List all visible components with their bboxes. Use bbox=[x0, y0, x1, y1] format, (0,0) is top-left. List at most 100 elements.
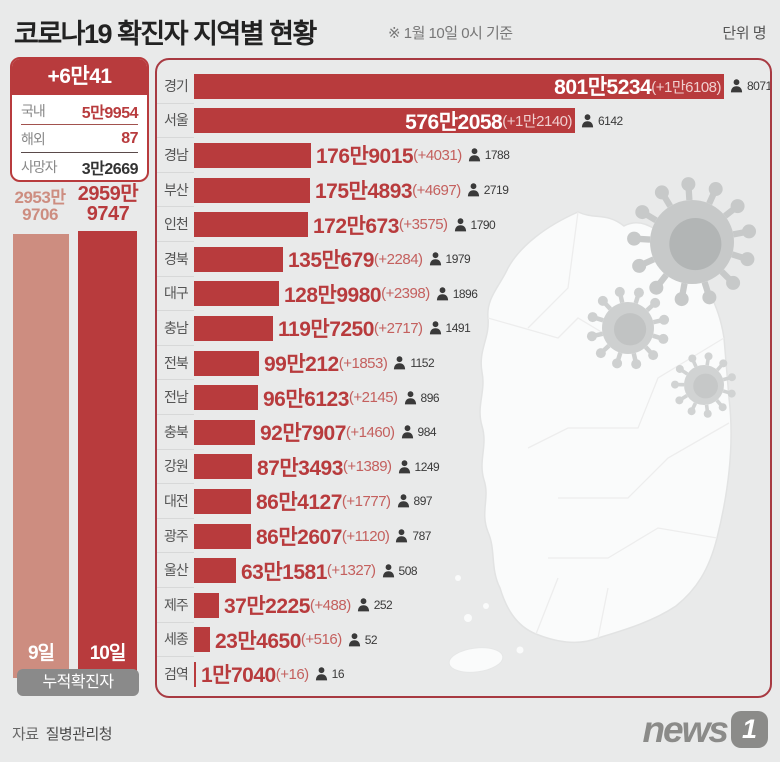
region-total: 86만4127 bbox=[256, 491, 342, 515]
region-label: 전북 bbox=[157, 346, 194, 381]
person-icon bbox=[382, 563, 395, 578]
chart-row: 인천 172만673 (+3575) 1790 bbox=[157, 207, 770, 242]
person-icon bbox=[397, 494, 410, 508]
region-delta: (+488) bbox=[309, 596, 351, 614]
news1-logo-badge: 1 bbox=[731, 711, 768, 748]
region-label: 광주 bbox=[157, 519, 194, 554]
region-total: 175만4893 bbox=[315, 180, 413, 204]
person-icon bbox=[404, 390, 417, 405]
region-label: 서울 bbox=[157, 104, 194, 139]
region-bar bbox=[194, 281, 279, 307]
region-bar bbox=[194, 454, 252, 480]
region-total: 37만2225 bbox=[224, 595, 310, 619]
region-label: 충남 bbox=[157, 311, 194, 346]
person-icon bbox=[315, 667, 328, 681]
region-deaths-count: 1152 bbox=[410, 356, 435, 371]
chart-row: 강원 87만3493 (+1389) 1249 bbox=[157, 450, 770, 485]
region-bar bbox=[194, 661, 196, 687]
chart-row: 광주 86만2607 (+1120) 787 bbox=[157, 519, 770, 554]
new-cases-summary-box: +6만41 국내 5만9954 해외 87 사망자 3만2669 bbox=[10, 57, 149, 182]
region-total: 1만7040 bbox=[201, 664, 276, 688]
region-bar bbox=[194, 523, 251, 549]
chart-row: 전북 99만212 (+1853) 1152 bbox=[157, 346, 770, 381]
region-bar bbox=[194, 177, 310, 203]
source-value: 질병관리청 bbox=[45, 726, 113, 743]
cumulative-bar-curr-day: 10일 bbox=[89, 643, 127, 664]
region-delta: (+4697) bbox=[412, 181, 461, 199]
region-deaths-count: 252 bbox=[373, 598, 393, 613]
cumulative-curr-line2: 9747 bbox=[86, 203, 130, 226]
region-label: 경북 bbox=[157, 242, 194, 277]
cumulative-bar-curr: 10일 bbox=[78, 231, 137, 678]
region-deaths-count: 8071 bbox=[747, 79, 772, 94]
person-icon bbox=[730, 79, 743, 93]
region-total-inside: 576만2058 bbox=[405, 110, 503, 134]
region-bar bbox=[194, 315, 273, 341]
region-deaths-count: 897 bbox=[413, 494, 433, 509]
region-total: 92만7907 bbox=[260, 422, 346, 446]
person-icon bbox=[398, 460, 411, 474]
region-total: 99만212 bbox=[264, 353, 339, 377]
person-icon bbox=[401, 425, 414, 439]
summary-label: 해외 bbox=[21, 130, 46, 147]
region-label: 충북 bbox=[157, 415, 194, 450]
page-title: 코로나19 확진자 지역별 현황 bbox=[14, 12, 317, 51]
cumulative-prev-line2: 9706 bbox=[22, 205, 58, 225]
region-deaths-count: 16 bbox=[331, 667, 345, 682]
region-label: 경기 bbox=[157, 69, 194, 104]
cumulative-curr-value: 2959만 9747 bbox=[74, 184, 142, 225]
chart-row: 전남 96만6123 (+2145) 896 bbox=[157, 380, 770, 415]
summary-value: 87 bbox=[121, 129, 138, 147]
region-bar bbox=[194, 488, 251, 514]
region-label: 인천 bbox=[157, 207, 194, 242]
news1-logo: news 1 bbox=[642, 711, 768, 748]
region-delta: (+2145) bbox=[348, 389, 398, 407]
date-note: ※ 1월 10일 0시 기준 bbox=[388, 25, 513, 42]
chart-row: 부산 175만4893 (+4697) 2719 bbox=[157, 173, 770, 208]
cumulative-caption-pill: 누적확진자 bbox=[17, 669, 139, 696]
region-label: 부산 bbox=[157, 173, 194, 208]
region-delta: (+2284) bbox=[373, 250, 423, 268]
virus-icon-large bbox=[627, 177, 757, 307]
region-total: 119만7250 bbox=[278, 318, 374, 342]
region-label: 대구 bbox=[157, 277, 194, 312]
person-icon bbox=[436, 287, 449, 301]
region-bar bbox=[194, 385, 258, 411]
person-icon bbox=[454, 217, 467, 232]
region-deaths-count: 6142 bbox=[598, 113, 623, 128]
region-delta: (+1327) bbox=[326, 562, 376, 580]
region-bar bbox=[194, 592, 219, 618]
region-deaths-count: 787 bbox=[412, 529, 431, 544]
region-deaths-count: 896 bbox=[420, 390, 440, 405]
region-deaths-count: 1896 bbox=[452, 286, 478, 301]
region-total: 96만6123 bbox=[263, 387, 349, 411]
region-bar: 801만5234 (+1만6108) bbox=[194, 73, 724, 100]
region-delta: (+3575) bbox=[398, 216, 448, 234]
summary-row-deaths: 사망자 3만2669 bbox=[21, 153, 139, 180]
chart-row: 울산 63만1581 (+1327) 508 bbox=[157, 553, 770, 588]
chart-row: 세종 23만4650 (+516) 52 bbox=[157, 623, 770, 658]
person-icon bbox=[348, 633, 361, 647]
region-deaths-count: 1491 bbox=[445, 321, 471, 336]
region-bar bbox=[194, 212, 308, 238]
person-icon bbox=[581, 114, 594, 128]
region-bar bbox=[194, 558, 236, 584]
region-bar: 576만2058 (+1만2140) bbox=[194, 108, 575, 134]
source-label: 자료 bbox=[12, 726, 39, 743]
chart-row: 검역 1만7040 (+16) 16 bbox=[157, 657, 770, 692]
region-label: 제주 bbox=[157, 588, 194, 623]
chart-row: 경북 135만679 (+2284) 1979 bbox=[157, 242, 770, 277]
region-delta: (+2717) bbox=[373, 319, 423, 337]
region-total: 87만3493 bbox=[257, 456, 343, 480]
region-delta: (+16) bbox=[275, 665, 309, 683]
person-icon bbox=[467, 183, 480, 197]
summary-label: 사망자 bbox=[21, 158, 58, 175]
region-label: 검역 bbox=[164, 666, 189, 683]
new-cases-total: +6만41 bbox=[12, 59, 147, 95]
region-total-inside: 801만5234 bbox=[554, 76, 652, 100]
region-bar bbox=[194, 246, 283, 272]
region-bar bbox=[194, 350, 259, 376]
chart-row: 충북 92만7907 (+1460) 984 bbox=[157, 415, 770, 450]
region-chart-panel: 경기 801만5234 (+1만6108) 8071 서울 576만2058 (… bbox=[155, 58, 772, 698]
region-delta: (+1777) bbox=[341, 492, 391, 510]
